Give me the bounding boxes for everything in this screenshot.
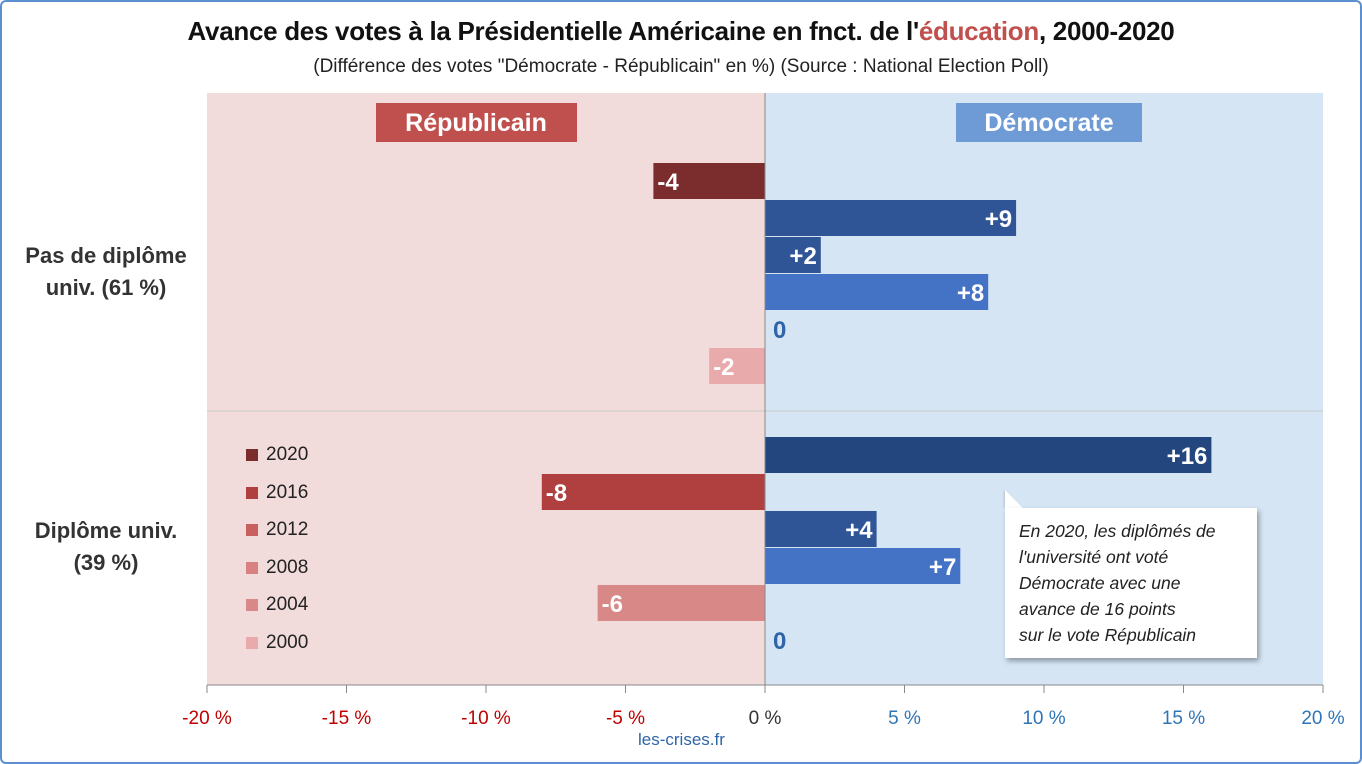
source-credit: les-crises.fr	[638, 730, 725, 749]
x-tick-label: 15 %	[1162, 708, 1205, 729]
x-tick-label: -10 %	[461, 708, 511, 729]
x-tick-label: 0 %	[749, 708, 782, 729]
category-label-no-degree: Pas de diplôme univ. (61 %)	[6, 240, 206, 304]
category-line: (39 %)	[73, 550, 139, 575]
x-tick-label: -5 %	[606, 708, 645, 729]
legend-label: 2008	[266, 556, 309, 578]
bar	[765, 511, 877, 547]
legend-swatch	[246, 561, 258, 574]
x-tick-label: 5 %	[888, 708, 921, 729]
category-line: Diplôme univ.	[34, 518, 178, 543]
category-label-degree: Diplôme univ. (39 %)	[6, 515, 206, 579]
republican-label: Républicain	[405, 109, 547, 137]
chart-title: Avance des votes à la Présidentielle Amé…	[187, 16, 1175, 46]
legend-item: 2000	[246, 632, 308, 654]
annotation-callout: En 2020, les diplômés de l'université on…	[1005, 508, 1257, 658]
legend-item: 2020	[246, 444, 308, 466]
x-tick-label: 20 %	[1301, 708, 1344, 729]
bar	[765, 200, 1017, 236]
annotation-line: En 2020, les diplômés de	[1019, 521, 1216, 541]
category-line: univ. (61 %)	[45, 275, 167, 300]
legend-swatch	[246, 449, 258, 461]
legend-swatch	[246, 486, 258, 499]
bar	[765, 437, 1212, 473]
chart-subtitle: (Différence des votes "Démocrate - Répub…	[313, 56, 1049, 77]
bar-label: -6	[602, 591, 623, 618]
legend-swatch	[246, 599, 258, 611]
bar-label: +8	[957, 280, 984, 307]
legend-item: 2004	[246, 594, 308, 616]
bar	[653, 163, 765, 199]
bar-label: +2	[789, 243, 816, 270]
legend-item: 2012	[246, 519, 308, 541]
bar	[765, 237, 821, 273]
annotation-line: l'université ont voté	[1019, 547, 1169, 567]
bar-label: -8	[546, 480, 567, 507]
bar-label: +16	[1167, 443, 1208, 470]
annotation-line: sur le vote Républicain	[1019, 625, 1197, 645]
legend-label: 2016	[266, 481, 309, 503]
bar	[597, 585, 765, 621]
republican-badge	[376, 103, 577, 142]
x-tick-label: -15 %	[322, 708, 372, 729]
legend-swatch	[246, 636, 258, 649]
legend-label: 2004	[266, 594, 309, 615]
bar-label: +9	[985, 206, 1012, 233]
bar-label: -2	[713, 354, 734, 381]
legend-label: 2020	[266, 444, 309, 465]
bar	[709, 348, 765, 384]
legend-item: 2008	[246, 557, 308, 579]
democrat-badge	[956, 103, 1142, 142]
bar	[765, 548, 961, 584]
x-tick-label: -20 %	[182, 708, 232, 729]
annotation-line: avance de 16 points	[1019, 599, 1176, 619]
bar	[765, 274, 989, 310]
bar-label: 0	[773, 628, 786, 655]
annotation-pointer	[1005, 490, 1023, 508]
democrat-label: Démocrate	[984, 109, 1113, 137]
annotation-line: Démocrate avec une	[1019, 573, 1181, 593]
legend-label: 2000	[266, 631, 309, 653]
x-tick-label: 10 %	[1022, 708, 1065, 729]
bar-label: 0	[773, 317, 786, 344]
legend-item: 2016	[246, 482, 308, 504]
category-line: Pas de diplôme	[25, 243, 187, 268]
legend-swatch	[246, 524, 258, 536]
legend-label: 2012	[266, 519, 309, 540]
bar	[541, 474, 765, 510]
bar-label: -4	[657, 169, 679, 196]
bar-label: +7	[929, 554, 956, 581]
bar-label: +4	[845, 517, 873, 544]
